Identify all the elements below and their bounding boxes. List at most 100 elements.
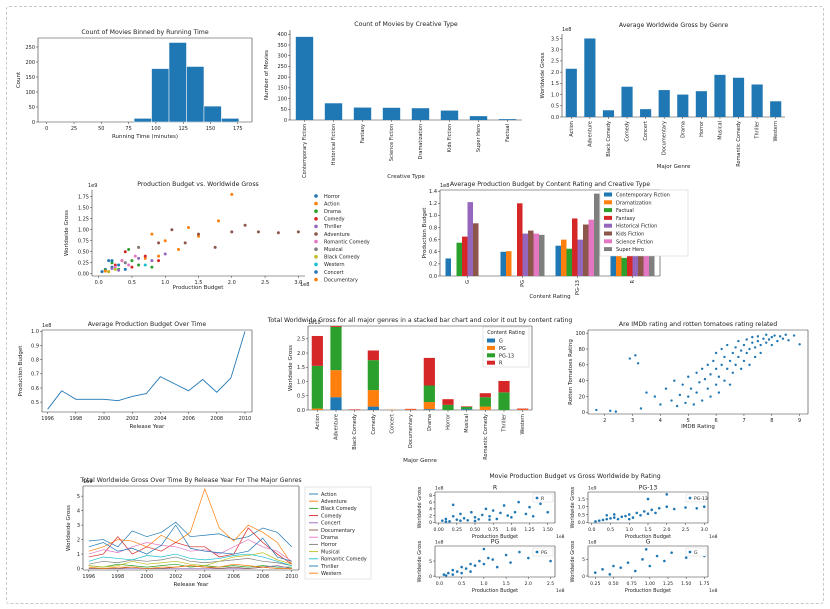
y-axis-label: Production Budget [18, 345, 24, 397]
y-tick-label: 1.2 [429, 201, 437, 207]
scatter-point [509, 561, 512, 564]
x-category-label: Dramatization [418, 124, 424, 160]
scatter-point [641, 558, 644, 561]
scatter-point [518, 550, 521, 554]
scatter-point [753, 346, 757, 349]
x-tick-label: 0.5 [458, 581, 465, 587]
y-tick-label: 1.0 [297, 379, 305, 385]
scatter-point [633, 569, 637, 573]
stacked-bar-segment [461, 406, 473, 410]
legend-swatch [604, 231, 612, 236]
y-tick-label: 250 [277, 64, 287, 70]
legend-swatch [487, 338, 495, 343]
x-tick-label: 0.5 [607, 527, 614, 533]
y-tick-label: 4 [429, 507, 432, 513]
scatter-point [150, 259, 154, 263]
scatter-point [605, 513, 609, 517]
grouped-bar [539, 234, 545, 276]
scatter-point [655, 554, 659, 558]
scatter-point [517, 500, 520, 504]
x-category-label: Adventure [334, 414, 340, 440]
legend-box [532, 493, 554, 503]
grouped-bar [473, 223, 479, 276]
x-tick-label: 2010 [285, 574, 298, 580]
legend-swatch [604, 208, 612, 213]
scatter-point [451, 503, 455, 507]
y-tick-label: 4 [77, 508, 80, 514]
scatter-point [230, 230, 234, 234]
bar [498, 119, 517, 120]
x-axis-label: Release Year [130, 424, 166, 430]
y-tick-label: 400 [277, 32, 287, 38]
y-tick-label: 150 [277, 86, 287, 92]
bar [353, 107, 372, 120]
scatter-point [717, 391, 721, 394]
stacked-bar-segment [330, 397, 342, 410]
legend-label: Western [321, 571, 342, 577]
legend-label: Black Comedy [321, 506, 357, 512]
y-tick-label: 8 [429, 493, 432, 499]
axis-scale-label: 1e10 [308, 320, 321, 326]
scatter-point [137, 245, 141, 249]
scatter-point [687, 375, 690, 378]
facet-title: G [646, 539, 651, 546]
legend-label: Drama [321, 535, 338, 541]
legend-label: Fantasy [616, 216, 635, 222]
legend [482, 326, 530, 368]
legend-label: G [694, 550, 698, 556]
scatter-point [157, 254, 161, 258]
legend-label: PG-13 [499, 353, 514, 359]
y-axis-label: Worldwide Gross [570, 486, 576, 528]
facet-2-axes [433, 545, 556, 579]
y-tick-label: 0.0 [578, 520, 585, 526]
scatter-point [143, 254, 147, 258]
x-category-label: Kids Fiction [447, 124, 453, 152]
legend-label: Super Hero [616, 247, 644, 253]
grouped-bar [572, 218, 578, 276]
x-tick-label: 0.25 [452, 527, 462, 533]
scatter-point [614, 410, 618, 413]
scatter-point [470, 510, 473, 514]
scatter-point [709, 373, 712, 376]
scatter-point [110, 259, 114, 263]
y-tick-label: 2.0 [297, 351, 305, 357]
grouped-bar [522, 233, 528, 276]
x-tick-label: 2006 [227, 574, 240, 580]
grouped-bar [649, 245, 655, 276]
grouped-bar [616, 245, 622, 276]
scatter-point [706, 387, 709, 390]
legend-label: Historical Fiction [616, 224, 657, 230]
chart-title: Count of Movies Binned by Running Time [81, 29, 208, 36]
y-tick-label: 1 [77, 552, 80, 558]
legend-label: Kids Fiction [616, 232, 644, 238]
y-tick-label: 0.6 [31, 386, 39, 392]
scatter-point [670, 551, 673, 554]
x-category-label: Comedy [371, 414, 377, 435]
x-category-label: Horror [446, 413, 452, 430]
scatter-point [451, 514, 455, 518]
series-line [88, 553, 292, 566]
y-tick-label: 50 [281, 107, 287, 113]
y-tick-label: 1.50 [78, 205, 89, 211]
x-category-label: R [630, 279, 636, 283]
legend-swatch [604, 223, 612, 228]
scatter-point [477, 517, 480, 521]
series-line [88, 487, 293, 565]
x-category-label: G [465, 280, 471, 284]
x-axis-label: Production Budget [472, 534, 518, 540]
x-tick-label: 2.5 [682, 527, 689, 533]
scatter-point [499, 511, 502, 515]
stacked-bar-segment [423, 409, 435, 410]
scatter-point [748, 363, 751, 367]
grouped-bar [577, 239, 583, 276]
y-axis-label: Production Budget [422, 207, 428, 259]
x-axis-label: Production Budget [625, 534, 671, 540]
x-tick-label: 0.25 [590, 581, 600, 587]
x-axis-label: Content Rating [529, 294, 570, 300]
axis-scale-label: 1e9 [588, 486, 597, 492]
bar [469, 116, 488, 120]
legend-swatch [604, 247, 612, 252]
grouped-bar [632, 240, 638, 276]
y-tick-label: 0.4 [429, 250, 437, 256]
legend-box [599, 189, 689, 257]
